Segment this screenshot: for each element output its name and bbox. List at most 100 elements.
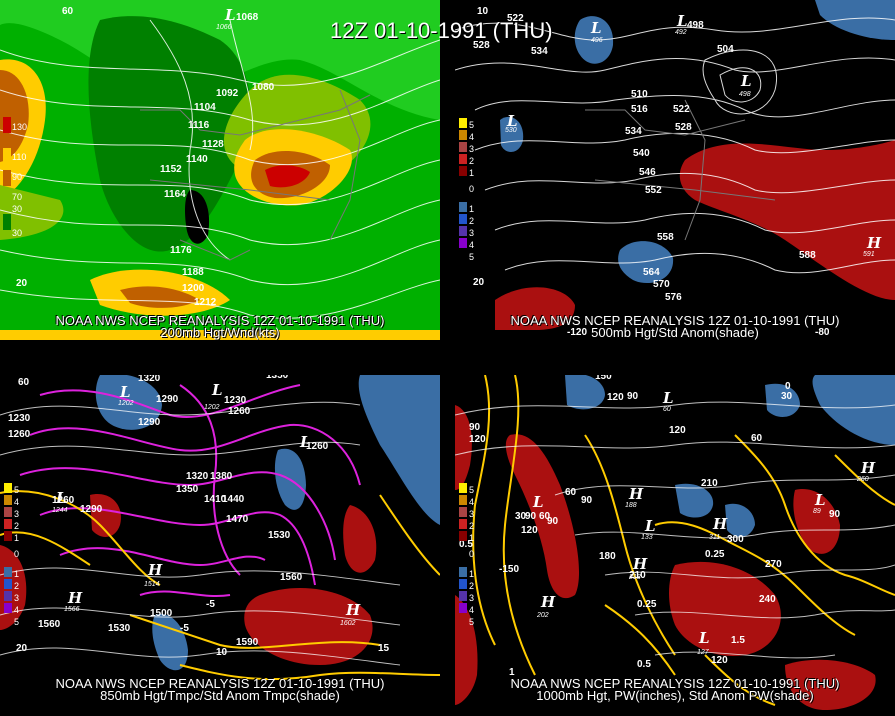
svg-text:1260: 1260 [52, 495, 75, 506]
svg-text:1116: 1116 [188, 120, 210, 131]
svg-text:522: 522 [507, 13, 524, 24]
svg-text:1350: 1350 [266, 375, 289, 381]
svg-text:30: 30 [781, 391, 793, 402]
svg-text:L: L [590, 19, 602, 37]
svg-text:90: 90 [627, 391, 639, 402]
svg-text:1514: 1514 [144, 581, 160, 588]
svg-text:311: 311 [709, 534, 720, 541]
svg-text:1: 1 [469, 204, 474, 214]
svg-text:1260: 1260 [8, 429, 31, 440]
svg-text:70: 70 [12, 192, 22, 202]
svg-text:5: 5 [469, 120, 474, 130]
svg-text:1188: 1188 [182, 267, 204, 278]
svg-text:1128: 1128 [202, 139, 224, 150]
caption-title-1000mb: NOAA NWS NCEP REANALYSIS 12Z 01-10-1991 … [510, 676, 840, 691]
svg-text:60: 60 [18, 377, 30, 388]
svg-text:-5: -5 [206, 599, 215, 610]
svg-text:552: 552 [645, 185, 662, 196]
svg-text:1440: 1440 [222, 494, 245, 505]
svg-text:588: 588 [799, 250, 816, 261]
svg-text:540: 540 [633, 148, 650, 159]
svg-text:570: 570 [653, 279, 670, 290]
svg-text:591: 591 [863, 251, 875, 258]
svg-text:60: 60 [663, 406, 671, 413]
svg-text:240: 240 [759, 594, 776, 605]
svg-text:534: 534 [531, 46, 548, 57]
svg-text:2: 2 [469, 581, 474, 591]
svg-text:4: 4 [469, 132, 474, 142]
svg-text:218: 218 [628, 574, 641, 581]
svg-text:5: 5 [469, 485, 474, 495]
svg-text:1176: 1176 [170, 245, 192, 256]
svg-text:1590: 1590 [236, 637, 259, 648]
svg-text:20: 20 [473, 277, 485, 288]
caption-title-500mb: NOAA NWS NCEP REANALYSIS 12Z 01-10-1991 … [510, 313, 840, 328]
svg-text:504: 504 [717, 44, 734, 55]
svg-text:1380: 1380 [210, 471, 233, 482]
svg-text:-5: -5 [180, 623, 189, 634]
svg-text:H: H [866, 234, 882, 252]
svg-text:1164: 1164 [164, 189, 186, 200]
svg-text:1230: 1230 [224, 395, 247, 406]
svg-text:-120: -120 [567, 327, 587, 338]
svg-text:20: 20 [16, 278, 28, 289]
svg-text:120: 120 [711, 655, 728, 666]
svg-text:10: 10 [477, 6, 489, 17]
svg-text:188: 188 [625, 502, 637, 509]
legend-500mb: 5 4 3 2 1 0 1 2 3 4 5 [459, 118, 474, 262]
svg-text:1: 1 [469, 168, 474, 178]
svg-text:522: 522 [673, 104, 690, 115]
svg-text:-80: -80 [815, 327, 830, 338]
svg-text:1202: 1202 [204, 404, 220, 411]
svg-text:1350: 1350 [176, 484, 199, 495]
svg-text:1104: 1104 [194, 102, 216, 113]
svg-text:270: 270 [765, 559, 782, 570]
svg-text:1152: 1152 [160, 164, 182, 175]
svg-text:1320: 1320 [186, 471, 209, 482]
svg-text:1260: 1260 [306, 441, 329, 452]
svg-text:2: 2 [469, 216, 474, 226]
caption-field-850mb: 850mb Hgt/Tmpc/Std Anom Tmpc(shade) [100, 688, 340, 703]
svg-text:1068: 1068 [236, 12, 259, 23]
svg-text:H: H [147, 561, 163, 579]
svg-text:300: 300 [727, 534, 744, 545]
svg-text:202: 202 [536, 612, 549, 619]
svg-text:1530: 1530 [108, 623, 131, 634]
svg-text:-3: -3 [258, 375, 267, 377]
svg-text:1066: 1066 [216, 24, 232, 31]
svg-text:L: L [662, 389, 674, 407]
svg-text:30: 30 [12, 204, 22, 214]
svg-text:558: 558 [657, 232, 674, 243]
panel-1000mb: 150 120 90 L 60 120 0 30 120 60 90 120 6… [455, 375, 895, 716]
svg-text:4: 4 [469, 605, 474, 615]
svg-text:492: 492 [675, 29, 687, 36]
svg-text:1: 1 [469, 533, 474, 543]
svg-text:5: 5 [14, 485, 19, 495]
svg-text:60: 60 [539, 511, 551, 522]
caption-title-200mb: NOAA NWS NCEP REANALYSIS 12Z 01-10-1991 … [55, 313, 385, 328]
main-title: 12Z 01-10-1991 (THU) [330, 18, 553, 43]
svg-text:4: 4 [14, 605, 19, 615]
svg-text:L: L [698, 629, 710, 647]
svg-text:90: 90 [829, 509, 841, 520]
legend-850mb: 5 4 3 2 1 0 1 2 3 4 5 [4, 483, 19, 627]
svg-text:1410: 1410 [204, 494, 227, 505]
svg-text:1080: 1080 [252, 82, 275, 93]
svg-text:2: 2 [469, 156, 474, 166]
svg-text:0: 0 [785, 381, 791, 392]
svg-text:3: 3 [469, 593, 474, 603]
svg-text:H: H [345, 601, 361, 619]
svg-text:3: 3 [469, 509, 474, 519]
svg-text:496: 496 [591, 37, 603, 44]
panel-200mb: 60 L 1066 1068 1092 1080 1104 1116 1128 … [0, 0, 440, 340]
svg-text:1: 1 [469, 569, 474, 579]
svg-text:1: 1 [14, 533, 19, 543]
map-200mb: 60 L 1066 1068 1092 1080 1104 1116 1128 … [0, 0, 440, 340]
svg-text:130: 130 [12, 122, 27, 132]
svg-text:1566: 1566 [64, 606, 80, 613]
svg-text:546: 546 [639, 167, 656, 178]
svg-text:4: 4 [469, 240, 474, 250]
svg-text:3: 3 [14, 509, 19, 519]
svg-text:90: 90 [469, 422, 481, 433]
svg-text:90: 90 [525, 511, 537, 522]
